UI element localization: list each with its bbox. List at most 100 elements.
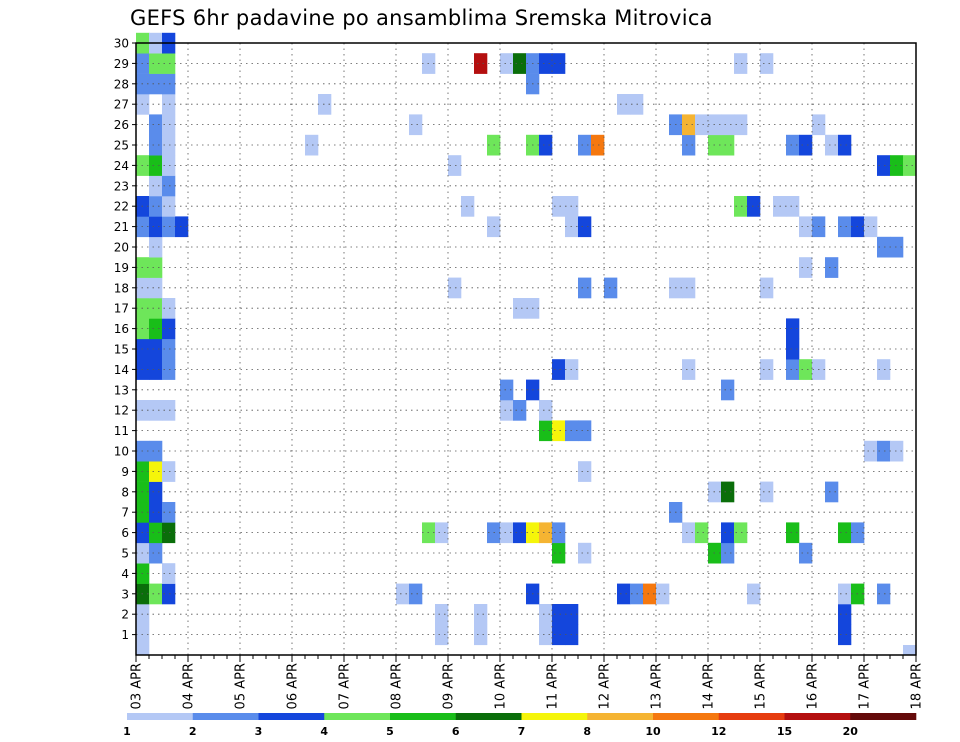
heat-cell: [149, 502, 163, 523]
heat-cell: [734, 114, 748, 136]
legend-label: 10: [645, 725, 661, 738]
heat-cell: [149, 155, 163, 176]
heat-cell: [474, 604, 488, 625]
heat-cell: [162, 318, 176, 340]
y-tick-label: 3: [121, 587, 129, 601]
heat-cell: [552, 624, 566, 646]
y-tick-label: 12: [114, 404, 129, 418]
heat-cell: [539, 420, 553, 442]
y-tick-label: 8: [121, 485, 129, 499]
heat-cell: [149, 277, 163, 299]
legend-swatch: [127, 713, 194, 720]
y-tick-label: 7: [121, 506, 129, 520]
heat-cell: [682, 134, 696, 156]
heat-cell: [513, 298, 527, 319]
heat-cell: [721, 481, 735, 503]
heat-cell: [162, 563, 176, 584]
heat-cell: [747, 196, 761, 217]
x-tick-label: 12 APR: [598, 663, 613, 709]
y-axis: 1234567891011121314151617181920212223242…: [114, 37, 136, 642]
heat-cell: [578, 134, 592, 156]
x-tick-label: 06 APR: [286, 663, 301, 709]
heat-cell: [149, 175, 163, 197]
heat-cell: [162, 359, 176, 380]
x-tick-label: 03 APR: [130, 663, 145, 709]
heat-cell: [578, 216, 592, 238]
heat-cell: [578, 277, 592, 299]
heat-cell: [682, 522, 696, 544]
heat-cell: [435, 604, 449, 625]
x-tick-label: 15 APR: [754, 663, 769, 709]
heat-cell: [448, 277, 462, 299]
heat-cell: [162, 461, 176, 482]
heat-cell: [786, 196, 800, 217]
heat-cell: [396, 583, 410, 605]
heat-cell: [500, 522, 514, 544]
heat-cell: [539, 134, 553, 156]
x-tick-label: 07 APR: [338, 663, 353, 709]
legend-label: 5: [386, 725, 394, 738]
heat-cell: [149, 461, 163, 482]
heat-cell: [864, 216, 878, 238]
x-tick-label: 08 APR: [390, 663, 405, 709]
heat-cell: [552, 542, 566, 564]
heat-cell: [877, 583, 891, 605]
heat-cell: [162, 216, 176, 238]
heat-cell: [747, 583, 761, 605]
heat-cell: [864, 440, 878, 462]
heat-cell: [760, 359, 774, 380]
heat-cell: [162, 134, 176, 156]
x-tick-label: 14 APR: [702, 663, 717, 709]
heat-cell: [721, 134, 735, 156]
legend-label: 8: [583, 725, 591, 738]
heat-cell: [162, 94, 176, 115]
heat-cell: [695, 114, 709, 136]
legend-label: 6: [452, 725, 460, 738]
x-tick-label: 11 APR: [546, 663, 561, 709]
heat-cell: [552, 196, 566, 217]
y-tick-label: 2: [121, 608, 129, 622]
heat-cell: [721, 114, 735, 136]
legend-label: 2: [189, 725, 197, 738]
heat-cell: [721, 522, 735, 544]
heat-cell: [149, 440, 163, 462]
heat-cell: [617, 94, 631, 115]
heat-cell: [149, 53, 163, 74]
x-tick-label: 17 APR: [858, 663, 873, 709]
heat-cell: [461, 196, 475, 217]
heat-cell: [162, 53, 176, 74]
chart-title: GEFS 6hr padavine po ansamblima Sremska …: [130, 6, 713, 30]
heat-cell: [149, 522, 163, 544]
heat-cell: [149, 542, 163, 564]
color-legend: 1 2 3 4 5 6 7 8 10 12 15 20: [123, 713, 917, 738]
heat-cell: [890, 440, 904, 462]
heat-cell: [734, 53, 748, 74]
y-tick-label: 30: [114, 37, 129, 51]
heat-cell: [760, 53, 774, 74]
heat-cell: [591, 134, 605, 156]
x-tick-label: 09 APR: [442, 663, 457, 709]
heat-cell: [877, 155, 891, 176]
heatmap-cells: [136, 32, 917, 656]
legend-swatch: [653, 713, 720, 720]
y-tick-label: 22: [114, 200, 129, 214]
heat-cell: [617, 583, 631, 605]
heat-cell: [149, 359, 163, 380]
legend-label: 3: [255, 725, 263, 738]
heat-cell: [890, 236, 904, 258]
heat-cell: [162, 338, 176, 360]
heat-cell: [838, 604, 852, 625]
heat-cell: [513, 400, 527, 421]
heat-cell: [643, 583, 657, 605]
heat-cell: [448, 155, 462, 176]
y-tick-label: 26: [114, 118, 129, 132]
heat-cell: [552, 359, 566, 380]
heat-cell: [838, 216, 852, 238]
legend-swatch: [455, 713, 522, 720]
heat-cell: [162, 583, 176, 605]
heat-cell: [578, 420, 592, 442]
heat-cell: [799, 359, 813, 380]
heat-cell: [890, 155, 904, 176]
heat-cell: [721, 379, 735, 401]
heat-cell: [149, 338, 163, 360]
